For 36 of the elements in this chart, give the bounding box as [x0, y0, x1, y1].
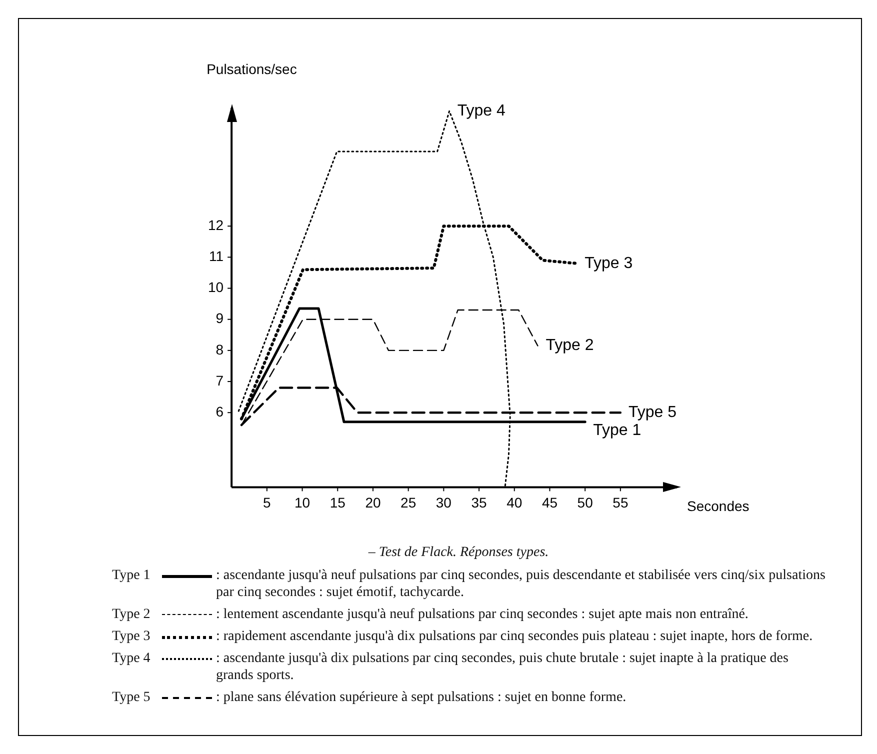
x-tick-label: 35 — [471, 494, 488, 510]
legend-label: Type 1 — [112, 567, 152, 585]
text: Type 1 — [593, 422, 642, 440]
y-axis-title: Pulsations/sec — [206, 60, 297, 77]
x-axis-title: Secondes — [687, 498, 750, 514]
x-tick-label: 55 — [612, 494, 628, 510]
text: : ascendante jusqu'à neuf pulsations par cinq secondes, puis descendante et stabilisée vers cinq/six pulsations par cinq secondes : sujet émotif, tachycarde. — [216, 567, 826, 601]
y-tick-label: 11 — [209, 248, 224, 264]
y-tick-label: 10 — [208, 279, 224, 296]
y-tick-label: 8 — [216, 341, 224, 358]
text: : lentement ascendante jusqu'à neuf pulsations par cinq secondes : sujet apte mais non entraîné. — [216, 606, 750, 623]
text: : ascendante jusqu'à dix pulsations par cinq secondes, puis chute brutale : sujet inapte à la pratique des grands sports. — [216, 650, 790, 684]
x-tick-label: 10 — [294, 494, 310, 510]
x-tick-label: 15 — [330, 494, 346, 510]
text: Type 2 — [546, 337, 594, 354]
x-tick-label: 5 — [263, 494, 272, 510]
text: : rapidement ascendante jusqu'à dix pulsations par cinq secondes puis plateau : sujet inapte, hors de forme. — [216, 628, 814, 645]
text: Type 4 — [457, 102, 506, 120]
text: – Test de Flack. Réponses types. — [367, 545, 550, 561]
legend-label: Type 3 — [112, 628, 152, 645]
y-tick-label: 9 — [216, 310, 224, 326]
text: Type 3 — [584, 254, 633, 272]
x-tick-label: 40 — [506, 494, 522, 510]
x-tick-label: 50 — [577, 494, 594, 510]
x-tick-label: 25 — [400, 494, 416, 510]
y-tick-label: 6 — [216, 403, 224, 420]
text: : plane sans élévation supérieure à sept pulsations : sujet en bonne forme. — [216, 689, 628, 706]
y-tick-label: 12 — [208, 216, 224, 233]
legend-label: Type 4 — [112, 650, 152, 668]
text: Type 5 — [628, 404, 676, 422]
x-tick-label: 20 — [365, 494, 381, 510]
y-tick-label: 7 — [216, 372, 224, 388]
legend-label: Type 5 — [112, 689, 152, 706]
x-tick-label: 30 — [436, 494, 452, 510]
x-tick-label: 45 — [542, 494, 558, 510]
legend-label: Type 2 — [112, 606, 152, 623]
